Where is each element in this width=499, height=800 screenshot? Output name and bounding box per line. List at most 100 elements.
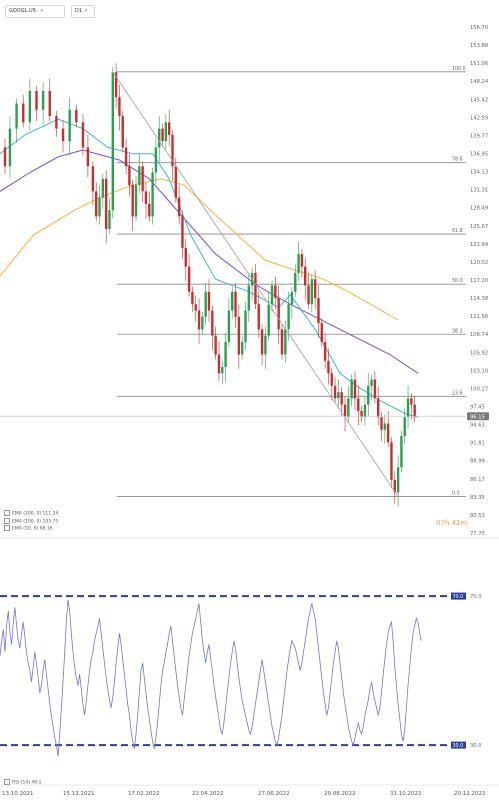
price-tick-label: 94.63 [470,423,485,429]
candle-body [194,304,197,311]
price-tick-label: 100.27 [470,386,488,392]
ema-lines [0,118,419,418]
ema200-legend-item: EMA (200, 0) 111.24 [4,510,58,518]
candle-body [254,272,257,305]
symbol-selector[interactable]: GOOGL.US ▾ [5,5,65,18]
candle-body [55,116,58,129]
candle-body [131,185,134,217]
checkbox-icon[interactable] [4,517,10,524]
time-tick-label: 27.06.2022 [258,791,290,797]
candle-body [104,178,108,229]
checkbox-icon[interactable] [4,525,10,531]
price-tick-label: 86.17 [470,477,485,483]
price-tick-label: 142.59 [470,115,488,121]
candle-body [144,191,148,204]
candle-body [201,316,204,330]
candle-body [75,109,78,123]
candle-body [244,310,247,342]
candle-body [390,442,393,480]
candle-body [61,128,65,142]
candle-body [101,178,105,198]
price-tick-label: 120.02 [470,260,488,266]
time-tick-label: 29.08.2022 [324,791,356,797]
ema50-legend-item: EMA (50, 0) 98.16 [4,525,58,533]
candle-body [224,341,227,368]
price-tick-label: 153.88 [470,43,488,49]
candle-body [187,266,191,292]
ema200-line [0,178,399,321]
candle-body [260,329,264,355]
candle-body [164,122,168,142]
candle-body [8,128,12,167]
candle-body [320,323,323,342]
candle-body [304,266,307,286]
period-selector[interactable]: D1 ▾ [71,5,95,18]
price-tick-label: 151.06 [470,61,488,67]
candle-body [35,90,38,110]
candle-body [221,367,224,374]
candle-body [323,341,327,361]
rsi-level-badge [451,741,466,749]
candle-body [134,185,138,217]
candle-body [211,310,214,336]
time-tick-label: 31.10.2022 [390,791,422,797]
price-tick-label: 148.24 [470,79,489,85]
candle-body [22,103,25,123]
candle-body [167,122,171,135]
candle-body [121,116,124,148]
price-tick-label: 145.42 [470,97,488,103]
candle-body [161,128,164,142]
rsi-legend: RSI (14) 49.1 [4,779,41,787]
current-price-label: 96.15 [470,414,485,420]
checkbox-icon[interactable] [4,779,10,785]
candle-body [410,398,413,405]
time-tick-label: 20.12.2022 [454,791,486,797]
candle-body [114,72,118,98]
candle-body [267,304,270,336]
candle-body [300,254,304,267]
candle-body [333,385,337,399]
current-price-badge [467,412,489,421]
candle-body [138,166,141,186]
candle-body [151,172,154,217]
candle-body [171,134,174,167]
ema50-line [0,118,419,418]
price-tick-label: 97.45 [470,404,485,410]
price-tick-label: 77.70 [470,531,485,537]
fib-level-label: 0.0 [452,491,460,497]
candle-body [154,147,158,173]
candle-body [400,436,403,468]
candle-body [383,423,387,430]
rsi-axis-label: 30.0 [470,743,482,749]
period-label: D1 [75,8,83,14]
price-tick-label: 125.67 [470,224,488,230]
candle-body [227,310,231,342]
candle-body [234,291,237,317]
price-tick-label: 122.84 [470,242,489,248]
ema100-legend-item: EMA (100, 0) 103.75 [4,517,58,526]
candle-body [393,479,396,493]
candle-body [294,272,297,292]
fib-level-label: 61.8 [452,228,463,234]
candle-body [184,247,187,267]
candle-body [141,166,144,192]
time-axis: 13.10.2021 15.12.2021 17.02.2022 22.04.2022… [0,784,499,797]
candle-body [41,90,45,110]
candle-body [204,291,207,317]
candle-body [128,166,131,186]
ema100-line [0,149,419,374]
candle-body [313,279,317,299]
candle-body [376,398,380,418]
fib-level-label: 38.2 [452,328,463,334]
candle-body [353,379,357,399]
candle-body [413,404,416,418]
price-tick-label: 111.56 [470,314,488,320]
candle-body [86,147,90,167]
checkbox-icon[interactable] [4,510,10,516]
candle-body [343,404,347,418]
candle-body [91,166,95,192]
price-tick-label: 131.31 [470,188,488,194]
time-tick-label: 17.02.2022 [128,791,160,797]
price-tick-label: 136.95 [470,151,488,157]
